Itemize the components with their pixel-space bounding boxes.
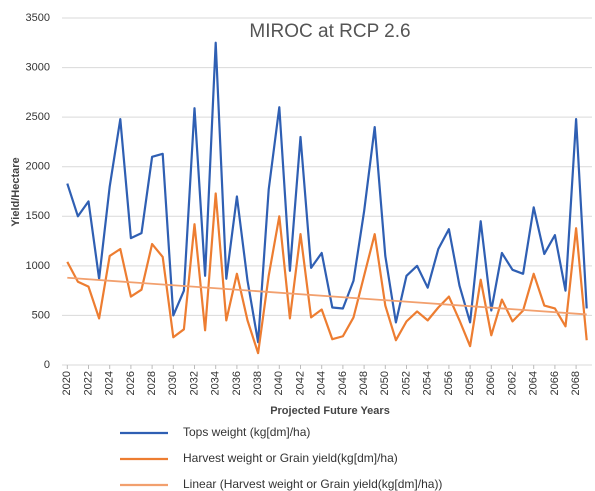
- x-tick-label: 2030: [167, 371, 179, 395]
- x-tick-label: 2054: [422, 371, 434, 395]
- x-axis-title: Projected Future Years: [270, 405, 390, 417]
- x-tick-label: 2022: [82, 371, 94, 395]
- y-tick-label: 2000: [26, 161, 50, 173]
- x-tick-label: 2044: [316, 371, 328, 395]
- y-tick-label: 1500: [26, 210, 50, 222]
- y-axis-title: Yield/Hectare: [10, 157, 22, 226]
- x-tick-label: 2048: [358, 371, 370, 395]
- series-line: [66, 192, 588, 355]
- x-tick-label: 2028: [146, 371, 158, 395]
- x-tick-label: 2032: [188, 371, 200, 395]
- x-tick-label: 2024: [104, 371, 116, 395]
- chart-title: MIROC at RCP 2.6: [249, 21, 410, 42]
- x-tick-label: 2034: [210, 371, 222, 395]
- x-tick-label: 2056: [443, 371, 455, 395]
- x-tick-label: 2060: [485, 371, 497, 395]
- legend-label: Linear (Harvest weight or Grain yield(kg…: [183, 477, 442, 491]
- x-tick-label: 2062: [506, 371, 518, 395]
- y-tick-label: 3500: [26, 12, 50, 24]
- y-tick-label: 1000: [26, 260, 50, 272]
- y-tick-label: 3000: [26, 61, 50, 73]
- y-tick-label: 2500: [26, 111, 50, 123]
- series-line: [67, 276, 587, 316]
- legend-label: Harvest weight or Grain yield(kg[dm]/ha): [183, 451, 398, 465]
- x-tick-label: 2036: [231, 371, 243, 395]
- x-tick-label: 2046: [337, 371, 349, 395]
- x-tick-label: 2066: [549, 371, 561, 395]
- x-tick-label: 2058: [464, 371, 476, 395]
- x-tick-label: 2050: [379, 371, 391, 395]
- x-tick-label: 2020: [61, 371, 73, 395]
- x-tick-label: 2064: [528, 371, 540, 395]
- y-tick-label: 500: [32, 309, 50, 321]
- x-tick-label: 2026: [125, 371, 137, 395]
- x-tick-label: 2040: [273, 371, 285, 395]
- legend-label: Tops weight (kg[dm]/ha): [183, 425, 310, 439]
- x-tick-label: 2052: [400, 371, 412, 395]
- x-tick-label: 2038: [252, 371, 264, 395]
- series-line: [66, 41, 588, 344]
- x-tick-label: 2068: [570, 371, 582, 395]
- x-tick-label: 2042: [294, 371, 306, 395]
- y-tick-label: 0: [44, 359, 50, 371]
